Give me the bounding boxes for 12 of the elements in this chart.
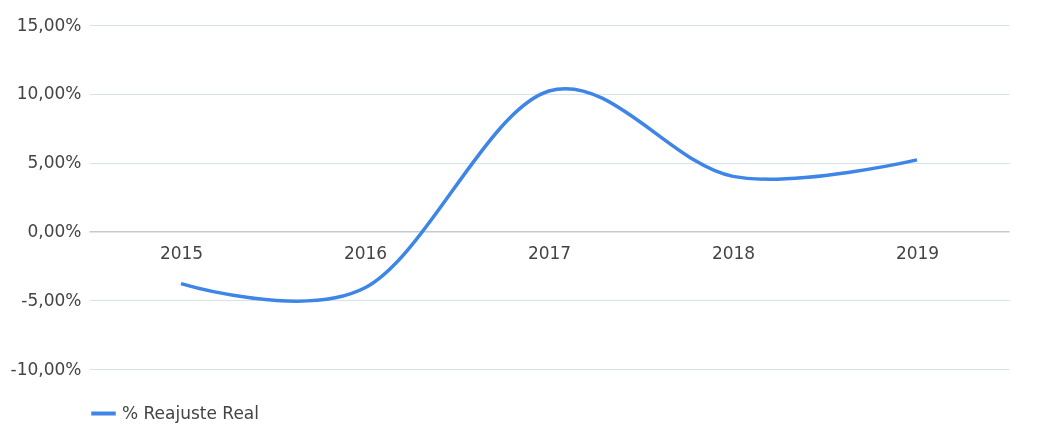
y-tick-label: 10,00% <box>16 83 82 104</box>
x-tick-label: 2019 <box>895 242 940 263</box>
x-tick-label: 2016 <box>343 242 388 263</box>
y-tick-label: -10,00% <box>10 358 82 379</box>
x-tick-label: 2015 <box>159 242 204 263</box>
y-tick-label: 5,00% <box>27 152 82 173</box>
y-tick-label: 15,00% <box>16 14 82 35</box>
x-tick-label: 2018 <box>711 242 756 263</box>
y-tick-label: -5,00% <box>21 289 82 310</box>
legend-label: % Reajuste Real <box>122 402 260 423</box>
y-tick-label: 0,00% <box>27 220 82 241</box>
x-tick-label: 2017 <box>527 242 572 263</box>
